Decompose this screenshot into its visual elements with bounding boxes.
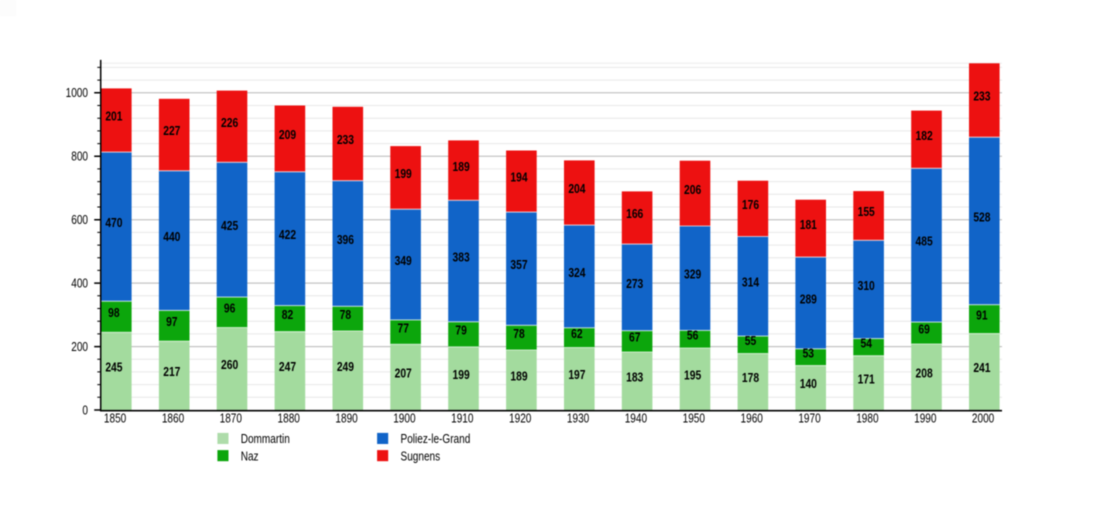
svg-text:204: 204 <box>568 182 586 196</box>
svg-text:1920: 1920 <box>509 412 531 425</box>
svg-text:207: 207 <box>395 366 413 380</box>
svg-text:98: 98 <box>108 306 120 320</box>
svg-text:470: 470 <box>105 216 123 230</box>
svg-text:189: 189 <box>510 369 528 383</box>
svg-text:1930: 1930 <box>567 412 589 425</box>
svg-text:62: 62 <box>571 327 583 341</box>
svg-text:182: 182 <box>916 129 934 143</box>
svg-text:183: 183 <box>626 370 644 384</box>
svg-text:1940: 1940 <box>625 412 647 425</box>
svg-text:53: 53 <box>803 346 815 360</box>
svg-text:155: 155 <box>858 205 876 219</box>
svg-text:249: 249 <box>337 360 355 374</box>
svg-text:226: 226 <box>221 116 239 130</box>
svg-text:1910: 1910 <box>451 412 473 425</box>
svg-text:208: 208 <box>916 366 934 380</box>
svg-text:1990: 1990 <box>914 412 936 425</box>
svg-text:314: 314 <box>742 276 760 290</box>
svg-text:176: 176 <box>742 198 760 212</box>
svg-text:800: 800 <box>71 151 88 164</box>
svg-text:97: 97 <box>166 315 178 329</box>
svg-text:199: 199 <box>395 167 413 181</box>
svg-text:78: 78 <box>513 327 525 341</box>
svg-text:1950: 1950 <box>683 412 705 425</box>
svg-text:1880: 1880 <box>278 412 300 425</box>
svg-text:201: 201 <box>105 109 123 123</box>
svg-text:209: 209 <box>279 128 297 142</box>
svg-text:227: 227 <box>163 124 181 138</box>
svg-text:1970: 1970 <box>798 412 820 425</box>
svg-text:69: 69 <box>918 322 930 336</box>
svg-text:357: 357 <box>510 258 528 272</box>
svg-text:194: 194 <box>510 171 528 185</box>
svg-text:Poliez-le-Grand: Poliez-le-Grand <box>401 433 471 446</box>
svg-text:1000: 1000 <box>66 87 88 100</box>
svg-text:91: 91 <box>976 308 988 322</box>
svg-text:1870: 1870 <box>220 412 242 425</box>
svg-text:1980: 1980 <box>856 412 878 425</box>
svg-text:1960: 1960 <box>741 412 763 425</box>
svg-text:Dommartin: Dommartin <box>241 433 290 446</box>
svg-text:1850: 1850 <box>104 412 126 425</box>
svg-text:247: 247 <box>279 360 297 374</box>
svg-text:329: 329 <box>684 267 702 281</box>
svg-text:1890: 1890 <box>335 412 357 425</box>
svg-text:166: 166 <box>626 207 644 221</box>
svg-text:273: 273 <box>626 277 644 291</box>
svg-text:233: 233 <box>973 90 991 104</box>
svg-text:396: 396 <box>337 233 355 247</box>
svg-text:54: 54 <box>860 336 872 350</box>
svg-text:349: 349 <box>395 254 413 268</box>
svg-text:79: 79 <box>455 324 467 338</box>
svg-text:233: 233 <box>337 133 355 147</box>
svg-text:140: 140 <box>800 377 818 391</box>
svg-text:195: 195 <box>684 368 702 382</box>
svg-text:0: 0 <box>82 404 88 417</box>
svg-text:1900: 1900 <box>393 412 415 425</box>
svg-text:528: 528 <box>973 210 991 224</box>
svg-text:67: 67 <box>629 331 641 345</box>
svg-text:383: 383 <box>453 250 471 264</box>
svg-text:2000: 2000 <box>972 412 994 425</box>
svg-text:96: 96 <box>224 302 236 316</box>
svg-text:217: 217 <box>163 365 181 379</box>
svg-text:178: 178 <box>742 371 760 385</box>
svg-text:400: 400 <box>71 277 88 290</box>
svg-text:260: 260 <box>221 358 239 372</box>
svg-text:600: 600 <box>71 214 88 227</box>
svg-text:77: 77 <box>397 321 409 335</box>
svg-text:199: 199 <box>453 368 471 382</box>
svg-text:200: 200 <box>71 341 88 354</box>
svg-text:Naz: Naz <box>241 450 259 463</box>
svg-text:56: 56 <box>687 329 699 343</box>
svg-text:289: 289 <box>800 292 818 306</box>
svg-text:485: 485 <box>916 234 934 248</box>
svg-text:422: 422 <box>279 228 297 242</box>
svg-text:310: 310 <box>858 279 876 293</box>
svg-text:206: 206 <box>684 183 702 197</box>
svg-text:245: 245 <box>105 360 123 374</box>
svg-text:1860: 1860 <box>162 412 184 425</box>
svg-text:82: 82 <box>282 308 294 322</box>
svg-text:55: 55 <box>745 334 757 348</box>
svg-text:189: 189 <box>453 160 471 174</box>
svg-text:Sugnens: Sugnens <box>401 450 441 463</box>
svg-text:78: 78 <box>340 308 352 322</box>
svg-text:324: 324 <box>568 266 586 280</box>
svg-text:171: 171 <box>858 372 876 386</box>
svg-text:181: 181 <box>800 218 818 232</box>
svg-text:241: 241 <box>973 361 991 375</box>
svg-text:425: 425 <box>221 219 239 233</box>
svg-text:440: 440 <box>163 230 181 244</box>
svg-text:197: 197 <box>568 368 586 382</box>
